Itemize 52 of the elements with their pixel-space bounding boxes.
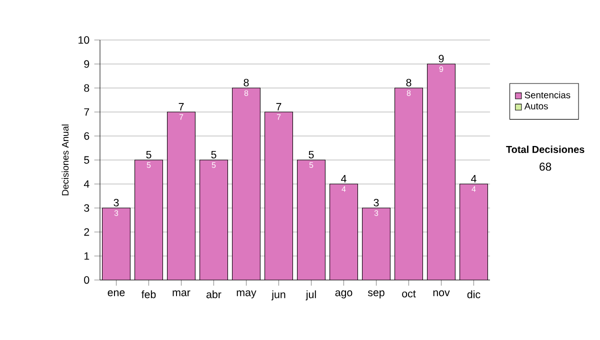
x-tick-label: jul bbox=[306, 290, 316, 300]
x-tick-label: dic bbox=[467, 290, 480, 298]
text: 68 bbox=[540, 162, 552, 171]
y-tick-label: 3 bbox=[84, 204, 90, 212]
data-label: 5 bbox=[212, 162, 216, 168]
total-label: 9 bbox=[438, 54, 444, 62]
total-label: 5 bbox=[146, 150, 152, 158]
total-label: 5 bbox=[211, 150, 216, 158]
x-tick-label: nov bbox=[433, 290, 450, 296]
x-tick-label: feb bbox=[141, 290, 156, 298]
y-tick-label: 7 bbox=[84, 108, 90, 116]
x-tick-label: oct bbox=[402, 290, 416, 298]
x-tick-label: abr bbox=[206, 290, 222, 298]
data-label: 5 bbox=[309, 162, 314, 168]
x-tick-label: ene bbox=[108, 290, 125, 296]
y-tick-label: 5 bbox=[84, 156, 90, 164]
total-label: 7 bbox=[178, 103, 184, 110]
y-tick-label: 4 bbox=[84, 180, 90, 188]
data-label: 9 bbox=[439, 66, 444, 72]
total-label: 3 bbox=[114, 198, 119, 206]
total-label: 4 bbox=[341, 175, 346, 182]
y-tick-label: 6 bbox=[84, 132, 90, 140]
data-label: 7 bbox=[276, 114, 281, 120]
total-label: 3 bbox=[374, 198, 379, 206]
data-label: 4 bbox=[472, 186, 476, 192]
data-label: 8 bbox=[244, 90, 248, 96]
total-label: 5 bbox=[308, 150, 314, 158]
y-tick-label: 9 bbox=[84, 60, 90, 68]
data-label: 3 bbox=[114, 210, 118, 216]
x-tick-label: ago bbox=[335, 290, 352, 298]
y-tick-label: 1 bbox=[84, 252, 90, 260]
data-label: 8 bbox=[406, 90, 411, 96]
x-tick-label: jun bbox=[271, 290, 286, 300]
y-tick-label: 0 bbox=[84, 276, 90, 284]
data-label: 3 bbox=[374, 210, 378, 216]
x-tick-label: may bbox=[236, 290, 256, 298]
x-tick-label: mar bbox=[172, 290, 190, 296]
data-label: 4 bbox=[342, 186, 346, 192]
y-axis-title: Decisiones Anual bbox=[62, 124, 69, 196]
data-label: 5 bbox=[146, 162, 151, 168]
total-label: 8 bbox=[244, 78, 249, 86]
legend-label: Sentencias bbox=[524, 91, 570, 98]
y-tick-label: 2 bbox=[84, 228, 90, 236]
y-tick-label: 10 bbox=[78, 36, 90, 44]
total-label: 4 bbox=[471, 175, 476, 182]
data-label: 7 bbox=[179, 114, 184, 120]
x-tick-label: sep bbox=[368, 290, 384, 298]
total-label: 7 bbox=[276, 103, 282, 110]
total-label: 8 bbox=[406, 78, 412, 86]
text: Total Decisiones bbox=[506, 146, 584, 154]
y-tick-label: 8 bbox=[84, 84, 90, 92]
legend-label: Autos bbox=[524, 102, 548, 110]
